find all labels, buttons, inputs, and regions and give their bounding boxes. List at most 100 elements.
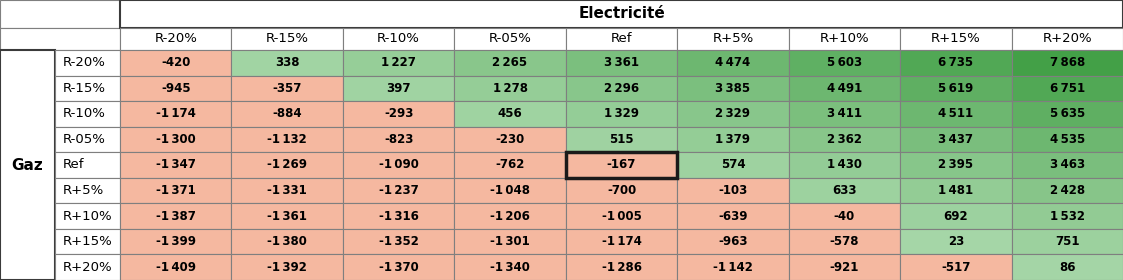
Text: 2 362: 2 362 [827, 133, 861, 146]
Bar [788, 255, 901, 280]
Text: R-05%: R-05% [63, 133, 106, 146]
Bar [120, 203, 231, 229]
Bar [55, 255, 120, 280]
Text: 86: 86 [1059, 261, 1076, 274]
Bar [231, 255, 343, 280]
Text: Ref: Ref [63, 158, 84, 171]
Text: 574: 574 [721, 158, 746, 171]
Bar [343, 152, 455, 178]
Bar [120, 178, 231, 203]
Text: 3 361: 3 361 [604, 56, 639, 69]
Bar [343, 127, 455, 152]
Bar [566, 76, 677, 101]
Text: 2 395: 2 395 [939, 158, 974, 171]
Bar [343, 229, 455, 255]
Text: 1 329: 1 329 [604, 108, 639, 120]
Bar [455, 127, 566, 152]
Bar [566, 50, 677, 76]
Bar [120, 0, 1123, 28]
Bar [231, 127, 343, 152]
Bar [120, 101, 231, 127]
Text: 1 430: 1 430 [827, 158, 861, 171]
Text: 1 278: 1 278 [493, 82, 528, 95]
Text: -963: -963 [719, 235, 748, 248]
Text: 1 227: 1 227 [381, 56, 416, 69]
Text: 5 603: 5 603 [827, 56, 862, 69]
Bar [1012, 255, 1123, 280]
Text: 1 379: 1 379 [715, 133, 750, 146]
Bar [1012, 229, 1123, 255]
Bar [677, 28, 788, 50]
Bar [677, 178, 788, 203]
Bar [55, 50, 120, 76]
Text: 5 635: 5 635 [1050, 108, 1085, 120]
Bar [901, 229, 1012, 255]
Bar [566, 178, 677, 203]
Text: R+20%: R+20% [63, 261, 112, 274]
Bar [788, 152, 901, 178]
Bar [1012, 50, 1123, 76]
Text: -1 206: -1 206 [490, 210, 530, 223]
Bar [901, 28, 1012, 50]
Text: -167: -167 [606, 158, 637, 171]
Text: 4 535: 4 535 [1050, 133, 1085, 146]
Text: -420: -420 [161, 56, 191, 69]
Text: 6 751: 6 751 [1050, 82, 1085, 95]
Bar [455, 28, 566, 50]
Text: -1 142: -1 142 [713, 261, 752, 274]
Text: -1 380: -1 380 [267, 235, 307, 248]
Bar [231, 178, 343, 203]
Text: -1 340: -1 340 [490, 261, 530, 274]
Text: -1 361: -1 361 [267, 210, 307, 223]
Bar [901, 50, 1012, 76]
Text: R+5%: R+5% [63, 184, 104, 197]
Text: -1 409: -1 409 [156, 261, 195, 274]
Bar [677, 152, 788, 178]
Text: -1 269: -1 269 [267, 158, 308, 171]
Bar [343, 28, 455, 50]
Bar [231, 28, 343, 50]
Bar [788, 101, 901, 127]
Text: -578: -578 [830, 235, 859, 248]
Bar [901, 152, 1012, 178]
Text: R-20%: R-20% [154, 32, 198, 45]
Text: -639: -639 [719, 210, 748, 223]
Text: 1 532: 1 532 [1050, 210, 1085, 223]
Bar [231, 76, 343, 101]
Text: -1 347: -1 347 [156, 158, 195, 171]
Bar [455, 76, 566, 101]
Bar [55, 76, 120, 101]
Bar [1012, 28, 1123, 50]
Text: -823: -823 [384, 133, 413, 146]
Text: -1 300: -1 300 [156, 133, 195, 146]
Bar [343, 178, 455, 203]
Bar [901, 255, 1012, 280]
Bar [901, 203, 1012, 229]
Bar [788, 76, 901, 101]
Bar [231, 152, 343, 178]
Bar [455, 50, 566, 76]
Text: 515: 515 [609, 133, 633, 146]
Bar [120, 76, 231, 101]
Text: -357: -357 [273, 82, 302, 95]
Text: 3 463: 3 463 [1050, 158, 1085, 171]
Text: -921: -921 [830, 261, 859, 274]
Text: -1 132: -1 132 [267, 133, 307, 146]
Text: -1 370: -1 370 [378, 261, 419, 274]
Text: 1 481: 1 481 [939, 184, 974, 197]
Text: -762: -762 [495, 158, 524, 171]
Bar [1012, 101, 1123, 127]
Bar [1012, 152, 1123, 178]
Bar [788, 178, 901, 203]
Bar [1012, 76, 1123, 101]
Text: 3 437: 3 437 [939, 133, 974, 146]
Bar [788, 28, 901, 50]
Text: Gaz: Gaz [11, 157, 44, 172]
Bar [677, 76, 788, 101]
Bar [901, 127, 1012, 152]
Bar [788, 229, 901, 255]
Text: R+10%: R+10% [63, 210, 112, 223]
Bar [343, 76, 455, 101]
Text: R-15%: R-15% [266, 32, 309, 45]
Bar [566, 255, 677, 280]
